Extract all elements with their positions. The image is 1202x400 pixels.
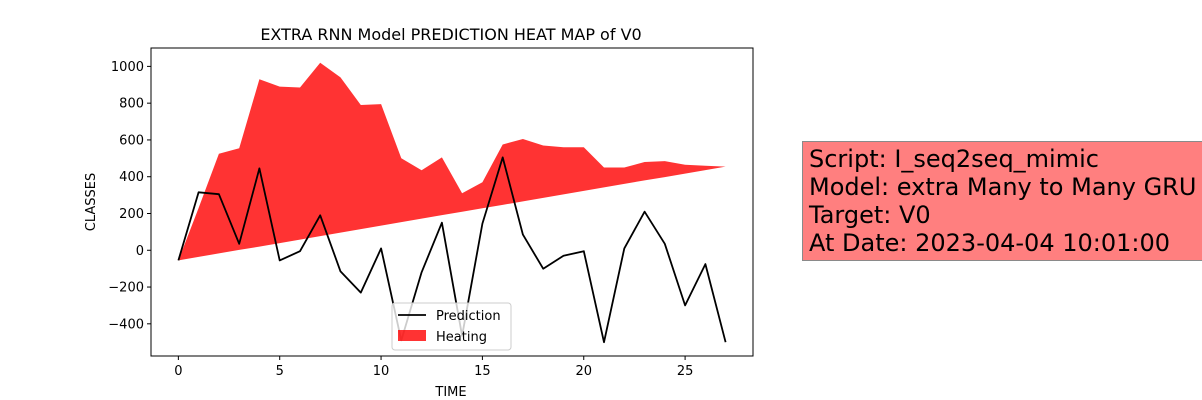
info-model-line: Model: extra Many to Many GRU [809, 173, 1197, 201]
y-tick-label: 200 [119, 207, 144, 222]
y-tick-label: 400 [119, 170, 144, 185]
info-box: Script: I_seq2seq_mimic Model: extra Man… [802, 141, 1202, 261]
y-tick-label: −400 [108, 317, 144, 332]
y-tick-label: 1000 [111, 60, 144, 75]
legend-heating-label: Heating [436, 330, 487, 345]
info-script-line: Script: I_seq2seq_mimic [809, 145, 1099, 173]
x-tick-label: 10 [373, 364, 390, 379]
chart-title: EXTRA RNN Model PREDICTION HEAT MAP of V… [260, 25, 641, 44]
y-tick-label: −200 [108, 281, 144, 296]
info-date-line: At Date: 2023-04-04 10:01:00 [809, 229, 1171, 257]
x-tick-label: 15 [474, 364, 491, 379]
heating-area [178, 62, 726, 261]
prediction-line [177, 156, 727, 344]
y-tick-label: 800 [119, 97, 144, 112]
legend-heating-swatch [398, 330, 426, 341]
y-tick-label: 600 [119, 133, 144, 148]
plot-frame [150, 47, 754, 357]
y-axis-title: CLASSES [84, 173, 99, 231]
x-tick-label: 20 [575, 364, 592, 379]
x-axis-title: TIME [434, 385, 466, 400]
info-target-line: Target: V0 [809, 201, 931, 229]
legend: Prediction Heating [391, 302, 512, 351]
plot-area: 0 5 10 15 20 25 −400 −200 0 200 400 600 800 1000 [108, 47, 754, 379]
x-tick-label: 0 [174, 364, 182, 379]
x-tick-label: 5 [276, 364, 284, 379]
y-tick-label: 0 [136, 244, 144, 259]
legend-prediction-label: Prediction [436, 309, 501, 324]
x-tick-label: 25 [677, 364, 694, 379]
